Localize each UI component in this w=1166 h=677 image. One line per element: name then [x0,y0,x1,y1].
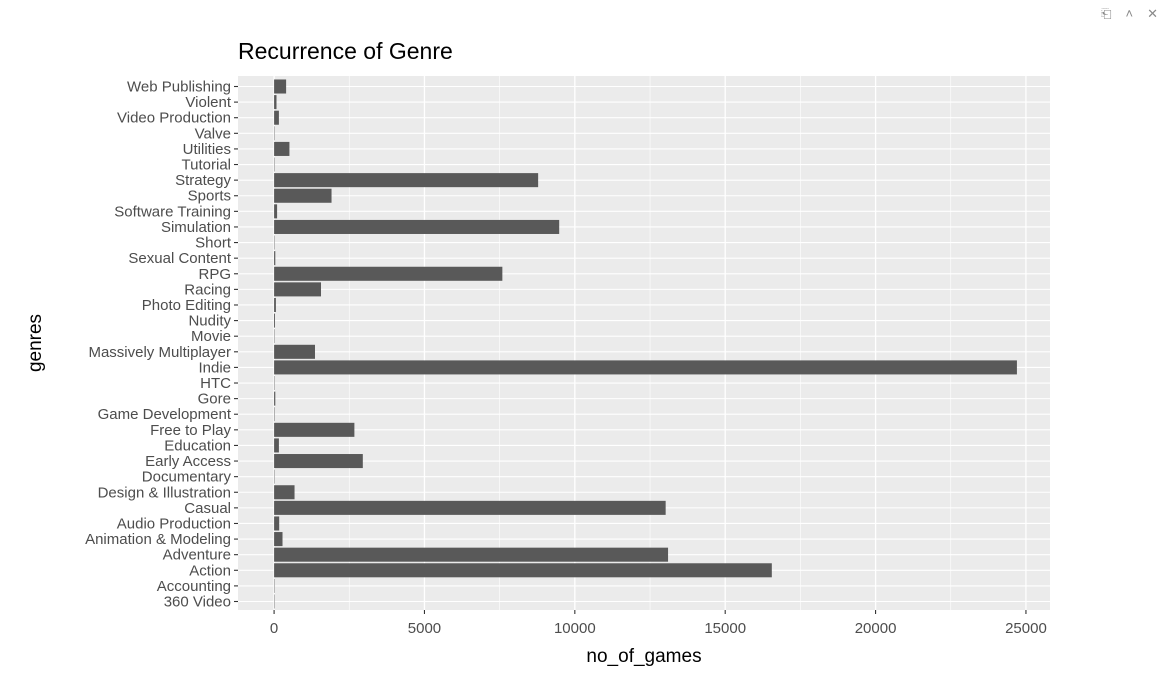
y-tick-label: RPG [198,266,231,283]
y-tick-label: Utilities [183,141,231,158]
y-tick-label: Short [195,235,232,252]
close-icon[interactable]: ✕ [1147,6,1158,21]
x-tick-label: 20000 [855,620,897,637]
bar [274,563,772,578]
bar [274,313,275,328]
y-tick-label: Education [164,437,231,454]
y-axis: 360 VideoAccountingActionAdventureAnimat… [85,79,238,611]
y-tick-label: Accounting [157,578,231,595]
y-tick-label: Sports [188,188,231,205]
bar [274,485,295,500]
y-tick-label: Tutorial [182,157,231,174]
y-tick-label: Simulation [161,219,231,236]
y-tick-label: Violent [185,94,231,111]
y-tick-label: Photo Editing [142,297,231,314]
y-tick-label: Design & Illustration [98,484,231,501]
y-tick-label: Movie [191,328,231,345]
bar [274,110,279,125]
y-tick-label: Valve [195,125,231,142]
y-tick-label: Nudity [188,313,231,330]
bar [274,282,322,297]
x-tick-label: 15000 [704,620,746,637]
x-tick-label: 10000 [554,620,596,637]
bar [274,95,277,110]
bar [274,360,1017,375]
y-tick-label: Gore [198,391,231,408]
chart-title: Recurrence of Genre [238,38,453,64]
bar [274,251,276,266]
y-axis-title: genres [25,314,46,372]
window-toolbar: ⎗ ˄ ✕ [1101,4,1158,24]
y-tick-label: Strategy [175,172,231,189]
grid-lines [238,76,1050,610]
y-tick-label: Video Production [117,110,231,127]
bar [274,204,278,219]
y-tick-label: Documentary [142,469,232,486]
bar [274,422,355,437]
bars [274,79,1017,609]
y-tick-label: Casual [184,500,231,517]
bar [274,391,276,406]
bar [274,344,315,359]
export-icon[interactable]: ⎗ [1101,6,1112,21]
bar [274,438,279,453]
bar [274,141,290,156]
x-tick-label: 5000 [408,620,441,637]
y-tick-label: Animation & Modeling [85,531,231,548]
y-tick-label: Indie [198,359,231,376]
bar [274,516,280,531]
bar [274,79,287,94]
y-tick-label: HTC [200,375,231,392]
x-axis-title: no_of_games [586,646,701,667]
y-tick-label: Game Development [98,406,232,423]
x-tick-label: 25000 [1005,620,1047,637]
y-tick-label: Massively Multiplayer [88,344,231,361]
bar [274,500,666,515]
x-axis: 0 5000 10000 15000 20000 25000 [270,610,1047,637]
bar [274,454,363,469]
y-tick-label: Software Training [114,203,231,220]
bar [274,547,669,562]
y-tick-label: Web Publishing [127,79,231,96]
y-tick-label: 360 Video [164,594,231,611]
y-tick-label: Free to Play [150,422,231,439]
bar [274,266,503,281]
bar [274,188,332,203]
bar [274,173,539,188]
y-tick-label: Audio Production [117,515,231,532]
y-tick-label: Racing [184,281,231,298]
x-tick-label: 0 [270,620,278,637]
chevron-up-icon[interactable]: ˄ [1125,6,1134,21]
bar [274,532,283,547]
y-tick-label: Sexual Content [128,250,231,267]
plot-panel [238,76,1050,610]
y-tick-label: Adventure [163,547,231,564]
y-tick-label: Action [189,562,231,579]
y-tick-label: Early Access [145,453,231,470]
bar [274,219,560,234]
bar [274,297,276,313]
